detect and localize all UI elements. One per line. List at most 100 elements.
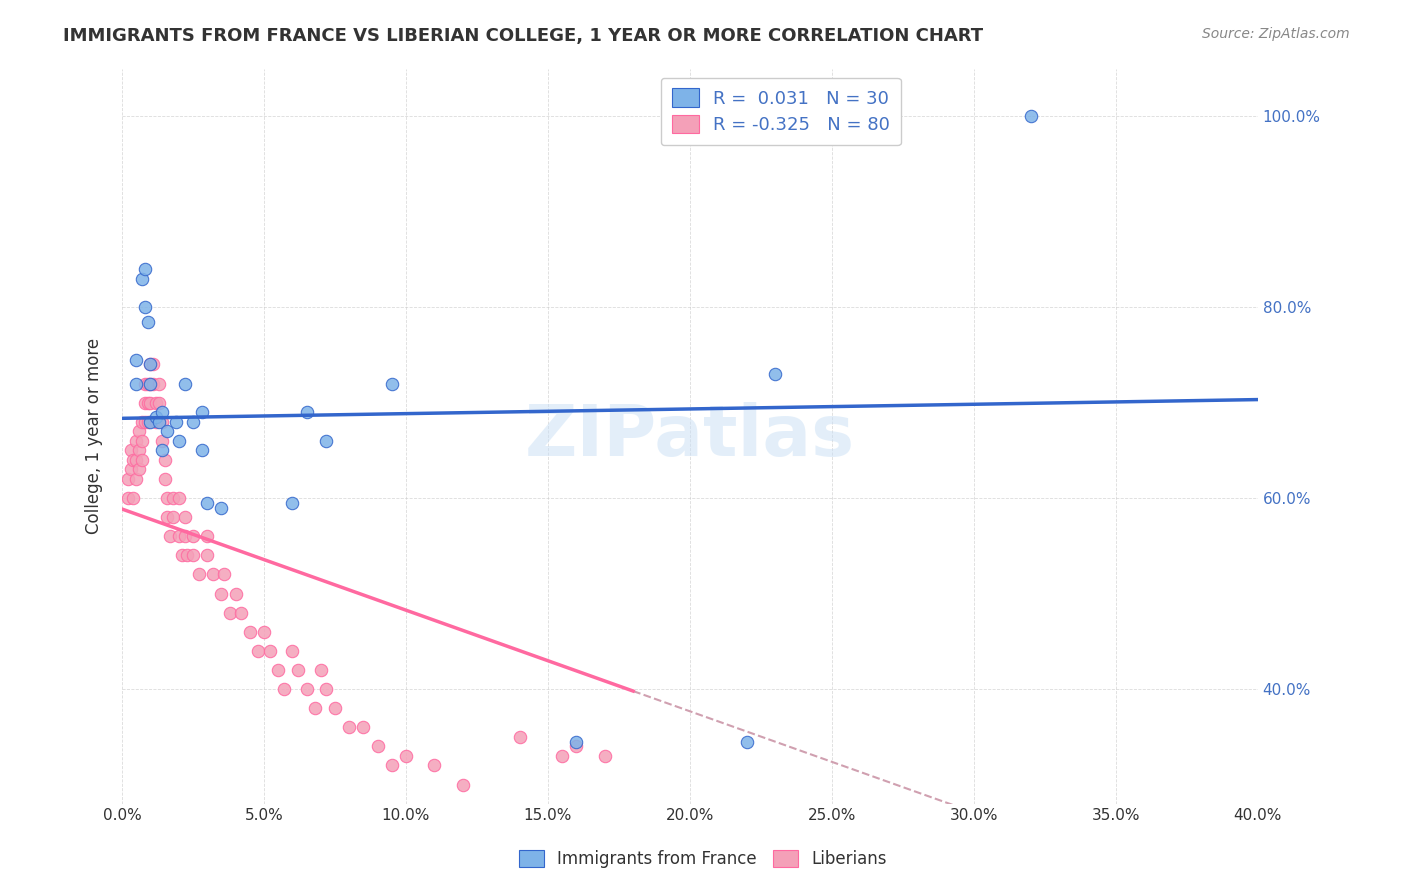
Point xyxy=(509,730,531,744)
Text: ZIPatlas: ZIPatlas xyxy=(524,401,855,471)
Point xyxy=(304,701,326,715)
Point xyxy=(352,720,374,734)
Point xyxy=(136,395,159,409)
Point xyxy=(150,405,173,419)
Point xyxy=(219,606,242,620)
Point xyxy=(162,510,184,524)
Point xyxy=(176,549,198,563)
Point xyxy=(148,415,170,429)
Point xyxy=(128,425,150,439)
Legend: R =  0.031   N = 30, R = -0.325   N = 80: R = 0.031 N = 30, R = -0.325 N = 80 xyxy=(661,78,901,145)
Point xyxy=(181,549,204,563)
Point xyxy=(295,681,318,696)
Point xyxy=(156,510,179,524)
Point xyxy=(156,491,179,505)
Point xyxy=(125,376,148,391)
Point xyxy=(139,358,162,372)
Point xyxy=(231,606,253,620)
Point xyxy=(128,443,150,458)
Text: Source: ZipAtlas.com: Source: ZipAtlas.com xyxy=(1202,27,1350,41)
Point xyxy=(423,758,446,772)
Point xyxy=(323,701,346,715)
Point xyxy=(134,376,156,391)
Point xyxy=(281,496,304,510)
Point xyxy=(131,453,153,467)
Point xyxy=(195,529,218,543)
Point xyxy=(273,681,295,696)
Point xyxy=(190,443,212,458)
Point xyxy=(167,491,190,505)
Point xyxy=(117,491,139,505)
Point xyxy=(259,644,281,658)
Point xyxy=(173,376,195,391)
Point xyxy=(142,376,165,391)
Point xyxy=(122,453,145,467)
Point xyxy=(381,758,404,772)
Point xyxy=(225,586,247,600)
Point xyxy=(131,434,153,448)
Point xyxy=(165,415,187,429)
Point xyxy=(173,529,195,543)
Point xyxy=(253,624,276,639)
Point xyxy=(367,739,389,754)
Point xyxy=(148,376,170,391)
Point xyxy=(315,434,337,448)
Point xyxy=(134,395,156,409)
Point xyxy=(1019,109,1042,123)
Point xyxy=(136,415,159,429)
Point xyxy=(195,496,218,510)
Point xyxy=(125,453,148,467)
Point xyxy=(209,500,232,515)
Point xyxy=(281,644,304,658)
Point xyxy=(551,748,574,763)
Point xyxy=(167,434,190,448)
Point xyxy=(120,443,142,458)
Point xyxy=(156,425,179,439)
Point xyxy=(145,415,167,429)
Legend: Immigrants from France, Liberians: Immigrants from France, Liberians xyxy=(512,843,894,875)
Point xyxy=(201,567,224,582)
Point xyxy=(139,415,162,429)
Point xyxy=(167,529,190,543)
Point xyxy=(309,663,332,677)
Point xyxy=(117,472,139,486)
Point xyxy=(381,376,404,391)
Point xyxy=(139,358,162,372)
Point xyxy=(139,376,162,391)
Point xyxy=(125,434,148,448)
Point xyxy=(150,415,173,429)
Point xyxy=(145,409,167,424)
Point xyxy=(239,624,262,639)
Point xyxy=(125,472,148,486)
Point xyxy=(190,405,212,419)
Point xyxy=(187,567,209,582)
Point xyxy=(181,415,204,429)
Point xyxy=(173,510,195,524)
Point xyxy=(395,748,418,763)
Point xyxy=(134,262,156,277)
Point xyxy=(593,748,616,763)
Point xyxy=(150,443,173,458)
Point xyxy=(148,395,170,409)
Point xyxy=(136,376,159,391)
Point xyxy=(451,778,474,792)
Point xyxy=(136,314,159,328)
Point xyxy=(134,300,156,314)
Point xyxy=(565,734,588,748)
Point xyxy=(159,529,181,543)
Point xyxy=(139,376,162,391)
Point xyxy=(565,739,588,754)
Point xyxy=(150,434,173,448)
Point xyxy=(315,681,337,696)
Point xyxy=(145,395,167,409)
Point xyxy=(337,720,360,734)
Point xyxy=(214,567,236,582)
Point xyxy=(195,549,218,563)
Point xyxy=(142,358,165,372)
Point xyxy=(153,472,176,486)
Point xyxy=(763,367,786,381)
Point xyxy=(128,462,150,476)
Point xyxy=(735,734,758,748)
Point xyxy=(139,395,162,409)
Point xyxy=(295,405,318,419)
